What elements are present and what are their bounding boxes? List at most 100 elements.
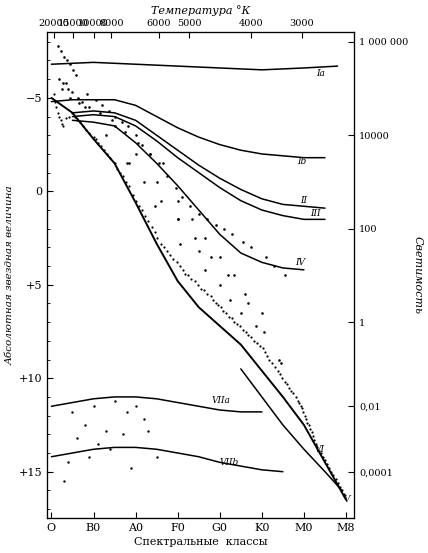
- Point: [60, 79, 67, 87]
- Point: [92, 134, 99, 143]
- Point: [86, 129, 93, 138]
- Point: [307, 424, 314, 433]
- Point: [78, 97, 85, 106]
- Point: [111, 159, 118, 168]
- Point: [124, 408, 131, 416]
- Point: [164, 172, 171, 181]
- Point: [51, 97, 58, 106]
- Point: [103, 426, 110, 435]
- Point: [336, 482, 343, 491]
- Point: [328, 467, 335, 476]
- Point: [179, 265, 186, 274]
- Point: [274, 366, 281, 375]
- X-axis label: Температура °К: Температура °К: [151, 6, 250, 17]
- Text: Ib: Ib: [297, 157, 307, 166]
- Point: [310, 432, 317, 441]
- Point: [126, 181, 133, 190]
- Point: [82, 420, 89, 429]
- Point: [238, 309, 244, 317]
- Point: [264, 351, 270, 360]
- Point: [225, 271, 232, 280]
- Point: [207, 291, 214, 300]
- Point: [279, 374, 285, 383]
- Point: [317, 448, 324, 457]
- Point: [277, 359, 284, 368]
- Point: [160, 159, 166, 168]
- Point: [275, 355, 282, 364]
- Point: [69, 408, 76, 416]
- Point: [284, 379, 291, 388]
- Point: [220, 306, 226, 315]
- Point: [182, 269, 189, 278]
- Point: [57, 46, 64, 55]
- Point: [106, 107, 113, 116]
- Point: [312, 439, 319, 448]
- Point: [288, 387, 295, 396]
- Point: [104, 149, 110, 158]
- Point: [303, 415, 309, 424]
- Point: [90, 133, 97, 142]
- Point: [94, 138, 101, 147]
- Point: [119, 118, 125, 127]
- Point: [197, 284, 204, 293]
- Point: [128, 463, 135, 472]
- Point: [204, 290, 211, 299]
- Point: [134, 138, 141, 147]
- Point: [332, 474, 339, 483]
- Point: [324, 460, 330, 468]
- Point: [304, 419, 311, 427]
- Point: [98, 142, 104, 151]
- Point: [290, 389, 297, 398]
- Point: [214, 301, 221, 310]
- Point: [145, 426, 152, 435]
- Point: [158, 196, 164, 205]
- Point: [253, 338, 260, 347]
- Point: [276, 370, 283, 379]
- Point: [75, 99, 82, 108]
- Point: [266, 355, 273, 364]
- Text: III: III: [310, 209, 321, 218]
- Point: [53, 103, 60, 112]
- Point: [61, 53, 68, 61]
- Point: [306, 420, 312, 429]
- Point: [228, 314, 235, 323]
- Point: [98, 101, 105, 110]
- Point: [319, 452, 326, 461]
- Point: [202, 265, 208, 274]
- Point: [178, 192, 185, 201]
- Point: [216, 280, 223, 289]
- Point: [315, 447, 322, 456]
- Point: [174, 215, 181, 224]
- Point: [123, 178, 130, 186]
- Point: [64, 56, 71, 65]
- Point: [210, 295, 217, 304]
- Point: [220, 225, 227, 233]
- Point: [295, 398, 302, 407]
- Point: [212, 299, 219, 308]
- Point: [140, 415, 147, 424]
- Point: [130, 191, 137, 200]
- Point: [73, 434, 80, 442]
- Point: [54, 108, 61, 117]
- Point: [133, 196, 140, 205]
- Point: [83, 125, 89, 134]
- Y-axis label: Светимость: Светимость: [413, 237, 422, 315]
- Point: [116, 168, 123, 177]
- Point: [292, 393, 299, 401]
- Point: [70, 65, 77, 74]
- Point: [223, 309, 229, 317]
- Point: [256, 342, 263, 351]
- Point: [217, 303, 224, 312]
- Text: IV: IV: [295, 258, 306, 267]
- Point: [314, 443, 321, 452]
- Point: [77, 118, 83, 127]
- Point: [191, 233, 198, 242]
- Point: [341, 490, 348, 499]
- Point: [136, 202, 143, 211]
- Point: [65, 84, 71, 93]
- Point: [151, 228, 158, 237]
- Point: [216, 252, 223, 261]
- Point: [132, 402, 139, 411]
- Point: [188, 275, 195, 284]
- Point: [109, 116, 116, 125]
